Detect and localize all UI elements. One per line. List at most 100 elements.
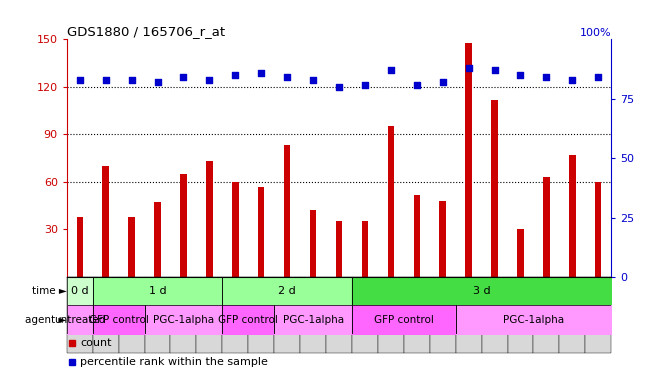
Point [152, 79, 163, 85]
Bar [534, 39, 559, 277]
Text: 0 d: 0 d [71, 286, 89, 296]
Bar [595, 182, 601, 277]
Bar [569, 155, 576, 277]
Bar [336, 222, 342, 277]
Bar [180, 174, 186, 277]
Bar [326, 39, 352, 277]
Bar [361, 222, 368, 277]
Text: PGC-1alpha: PGC-1alpha [283, 315, 343, 325]
Point [385, 67, 396, 73]
Bar [482, 39, 508, 277]
Text: GFP control: GFP control [89, 315, 148, 325]
Point [126, 77, 137, 83]
Text: count: count [80, 338, 112, 348]
Bar [258, 187, 265, 277]
Bar [170, 277, 196, 353]
Bar [170, 39, 196, 277]
Bar [352, 277, 378, 353]
Bar [196, 277, 222, 353]
Point [464, 65, 474, 71]
Bar [492, 99, 498, 277]
Bar [440, 201, 446, 277]
Point [541, 74, 552, 80]
Bar [102, 166, 109, 277]
Point [489, 67, 500, 73]
Point [256, 70, 267, 76]
Bar [119, 39, 144, 277]
Point [334, 84, 345, 90]
Bar [466, 42, 472, 277]
Bar [93, 277, 119, 353]
Bar [248, 277, 274, 353]
Bar [77, 217, 83, 277]
Bar [508, 277, 534, 353]
Bar [300, 277, 326, 353]
Bar [456, 277, 482, 353]
Text: GFP control: GFP control [218, 315, 278, 325]
Text: untreated: untreated [54, 315, 106, 325]
Bar [284, 146, 291, 277]
Bar [326, 277, 352, 353]
Text: GFP control: GFP control [374, 315, 434, 325]
Bar [274, 277, 300, 353]
Point [282, 74, 293, 80]
Bar [508, 39, 534, 277]
Bar [517, 230, 524, 277]
Text: 2 d: 2 d [279, 286, 296, 296]
Bar [387, 126, 394, 277]
Text: 100%: 100% [580, 28, 611, 38]
Bar [300, 39, 326, 277]
Text: agent ►: agent ► [25, 315, 67, 325]
Bar [456, 39, 482, 277]
Bar [154, 202, 161, 277]
Bar [430, 39, 456, 277]
Bar [206, 161, 212, 277]
Point [567, 77, 578, 83]
Bar [378, 277, 404, 353]
Text: PGC-1alpha: PGC-1alpha [503, 315, 564, 325]
Point [100, 77, 111, 83]
Bar [352, 39, 378, 277]
Bar [378, 39, 404, 277]
Point [438, 79, 448, 85]
Point [178, 74, 189, 80]
Bar [144, 277, 170, 353]
Bar [559, 39, 585, 277]
Point [204, 77, 214, 83]
Bar [67, 277, 93, 353]
Bar [404, 39, 430, 277]
Point [308, 77, 319, 83]
Bar [119, 277, 144, 353]
Text: GDS1880 / 165706_r_at: GDS1880 / 165706_r_at [67, 25, 225, 38]
Bar [543, 177, 550, 277]
Bar [93, 39, 119, 277]
Point [515, 72, 526, 78]
Bar [482, 277, 508, 353]
Text: percentile rank within the sample: percentile rank within the sample [80, 357, 269, 367]
Bar [404, 277, 430, 353]
Bar [222, 39, 248, 277]
Bar [232, 182, 238, 277]
Bar [248, 39, 274, 277]
Bar [144, 39, 170, 277]
Point [593, 74, 604, 80]
Bar [413, 195, 420, 277]
Bar [430, 277, 456, 353]
Bar [534, 277, 559, 353]
Text: time ►: time ► [32, 286, 67, 296]
Bar [559, 277, 585, 353]
Bar [585, 39, 611, 277]
Bar [585, 277, 611, 353]
Text: PGC-1alpha: PGC-1alpha [153, 315, 214, 325]
Point [411, 81, 422, 87]
Bar [128, 217, 135, 277]
Point [74, 77, 85, 83]
Text: 3 d: 3 d [473, 286, 490, 296]
Bar [222, 277, 248, 353]
Point [230, 72, 240, 78]
Point [359, 81, 370, 87]
Bar [310, 210, 317, 277]
Bar [67, 39, 93, 277]
Bar [196, 39, 222, 277]
Text: 1 d: 1 d [149, 286, 166, 296]
